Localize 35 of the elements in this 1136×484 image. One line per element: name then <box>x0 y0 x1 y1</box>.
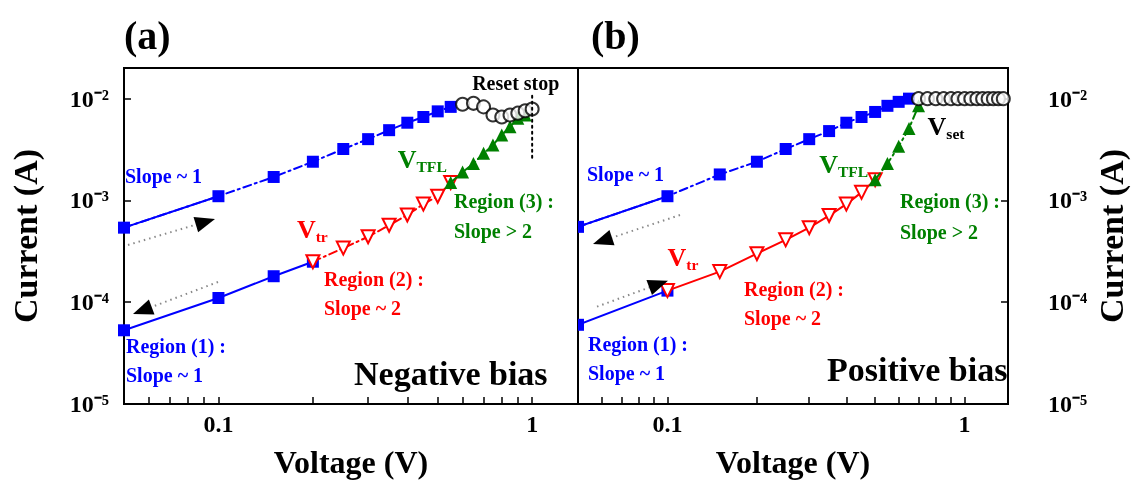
annotation: Region (1) : <box>126 335 226 358</box>
annotation: Slope ~ 1 <box>125 165 203 188</box>
annotation: Region (2) : <box>744 278 844 301</box>
y-tick-label: 10⁻³ <box>1048 187 1088 214</box>
x-tick-label: 1 <box>958 411 971 437</box>
x-axis-title: Voltage (V) <box>273 444 429 480</box>
y-tick-label: 10⁻⁵ <box>1048 391 1088 417</box>
y-tick-label: 10⁻² <box>69 85 109 112</box>
annotation: Slope ~ 1 <box>126 364 204 387</box>
y-tick-label: 10⁻² <box>1048 85 1088 112</box>
annotation: Positive bias <box>827 350 1008 388</box>
y-tick-label: 10⁻⁴ <box>1048 289 1088 316</box>
x-axis-title: Voltage (V) <box>715 444 871 480</box>
y-tick-label: 10⁻⁴ <box>69 289 109 316</box>
x-tick-label: 0.1 <box>652 411 683 437</box>
annotation: Reset stop <box>472 71 560 95</box>
annotation: Region (1) : <box>588 333 688 356</box>
annotation: Slope > 2 <box>454 220 533 243</box>
chart-title: (b) <box>591 12 640 58</box>
annotation: Region (3) : <box>454 190 554 213</box>
annotation: Slope ~ 2 <box>744 307 822 330</box>
annotation: Slope ~ 2 <box>324 297 402 320</box>
annotation: Region (3) : <box>900 190 1000 213</box>
annotation: Region (2) : <box>324 268 424 291</box>
y-tick-label: 10⁻⁵ <box>69 391 109 417</box>
x-tick-label: 1 <box>526 411 539 437</box>
annotation: Negative bias <box>354 354 548 392</box>
x-tick-label: 0.1 <box>203 411 234 437</box>
annotation: Slope > 2 <box>900 221 979 244</box>
annotation: Slope ~ 1 <box>587 163 665 186</box>
annotation: Slope ~ 1 <box>588 362 666 385</box>
chart-title: (a) <box>124 12 171 58</box>
y-tick-label: 10⁻³ <box>69 187 109 214</box>
y-axis-title: Current (A) <box>6 148 45 324</box>
y-axis-title: Current (A) <box>1092 148 1131 324</box>
